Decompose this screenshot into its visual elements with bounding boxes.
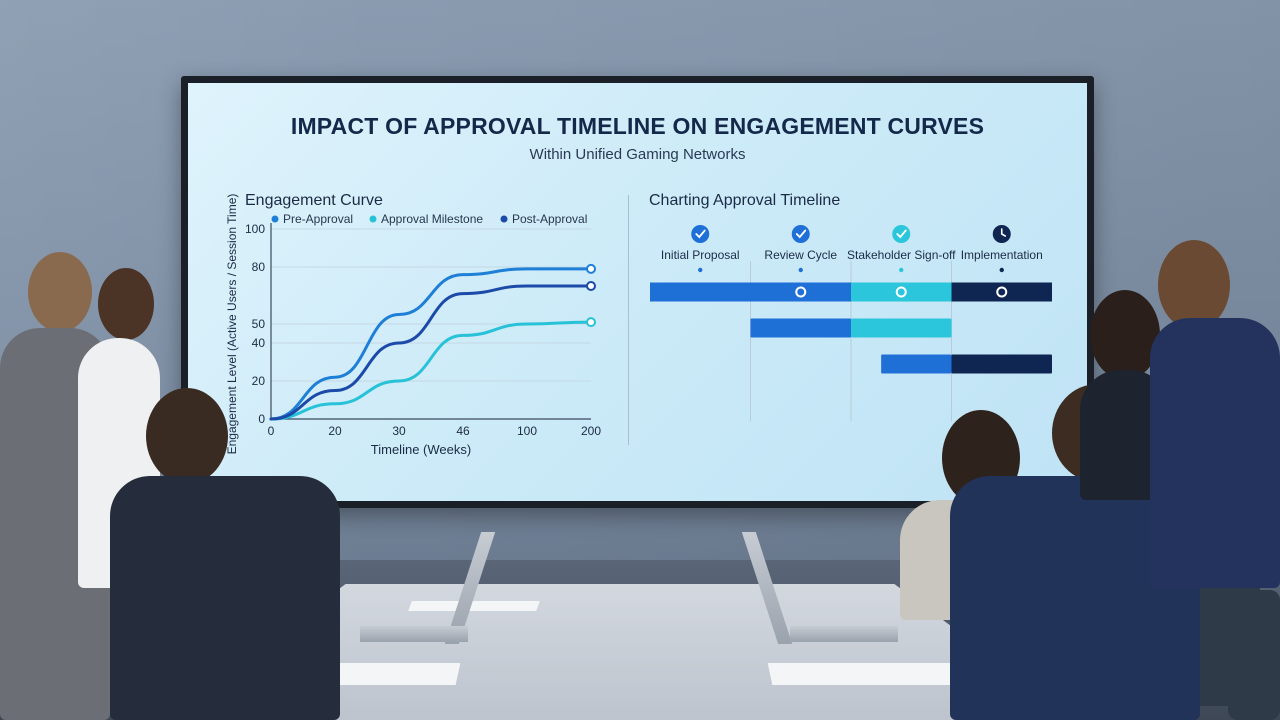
series-line (269, 267, 593, 421)
series-endpoint (586, 317, 596, 328)
office-chair (1228, 590, 1280, 720)
phase-label: Stakeholder Sign-off (847, 248, 956, 262)
paper-document (408, 601, 540, 611)
x-axis-label: Timeline (Weeks) (371, 442, 471, 457)
clock-hands (1000, 228, 1007, 237)
legend-marker (369, 215, 377, 223)
person-seated (110, 476, 340, 720)
x-tick-label: 30 (392, 424, 406, 438)
x-tick-label: 0 (268, 424, 275, 438)
y-tick-label: 100 (245, 222, 265, 236)
y-tick-label: 20 (252, 374, 266, 388)
y-tick-label: 50 (252, 317, 266, 331)
legend-marker (271, 215, 279, 223)
slide-charts: Engagement Curve Pre-Approval Approval Mil… (225, 192, 1052, 457)
gantt-bar-segment (951, 282, 1052, 302)
x-tick-label: 20 (328, 424, 342, 438)
check-icon (791, 225, 810, 243)
slide-divider (628, 195, 629, 445)
legend-label: Post-Approval (512, 212, 587, 226)
gantt-bar-segment (881, 354, 952, 374)
laptop (360, 626, 468, 642)
person-head (1158, 240, 1230, 330)
check-mark (795, 229, 807, 239)
gantt-bar-segment (851, 282, 952, 302)
phase-dot (698, 267, 703, 273)
series-endpoint (586, 281, 596, 291)
person-head (1090, 290, 1160, 380)
check-mark (896, 229, 907, 239)
gantt-bar-segment (750, 318, 851, 338)
person-standing (1150, 318, 1280, 588)
phase-label: Review Cycle (764, 248, 837, 262)
y-tick-label: 0 (258, 412, 265, 426)
x-tick-label: 100 (517, 424, 537, 438)
presentation-screen: IMPACT OF APPROVAL TIMELINE ON ENGAGEMEN… (188, 83, 1087, 501)
gantt-milestone-marker (895, 286, 907, 298)
line-chart-title: Engagement Curve (245, 192, 383, 209)
phase-dot (999, 267, 1004, 273)
phase-label: Implementation (961, 248, 1043, 262)
phase-dot (798, 267, 803, 273)
laptop (790, 626, 898, 642)
gantt-bar-segment (951, 354, 1052, 374)
gantt-milestone-marker (996, 286, 1008, 298)
check-icon (691, 225, 710, 243)
legend-label: Approval Milestone (381, 212, 483, 226)
person-head (146, 388, 228, 484)
series-endpoint (586, 263, 596, 274)
paper-document (767, 663, 969, 685)
gantt-milestone-marker (795, 286, 807, 298)
phase-label: Initial Proposal (661, 248, 740, 262)
y-axis-label: Engagement Level (Active Users / Session… (225, 194, 239, 455)
check-mark (695, 229, 706, 239)
series-line (269, 320, 593, 421)
gantt-bar-segment (851, 318, 952, 338)
person-head (28, 252, 92, 332)
x-tick-label: 200 (581, 424, 601, 438)
slide-title: IMPACT OF APPROVAL TIMELINE ON ENGAGEMEN… (290, 113, 985, 139)
x-tick-label: 46 (456, 424, 470, 438)
person-head (98, 268, 154, 340)
check-icon (892, 225, 911, 243)
y-tick-label: 40 (252, 336, 266, 350)
legend-label: Pre-Approval (283, 212, 353, 226)
y-tick-label: 80 (252, 260, 266, 274)
phase-dot (899, 267, 904, 273)
gantt-bar-segment (650, 282, 851, 302)
series-line (269, 284, 593, 421)
slide-subtitle: Within Unified Gaming Networks (529, 146, 746, 163)
gantt-chart-title: Charting Approval Timeline (649, 192, 840, 209)
legend-marker (500, 215, 508, 223)
